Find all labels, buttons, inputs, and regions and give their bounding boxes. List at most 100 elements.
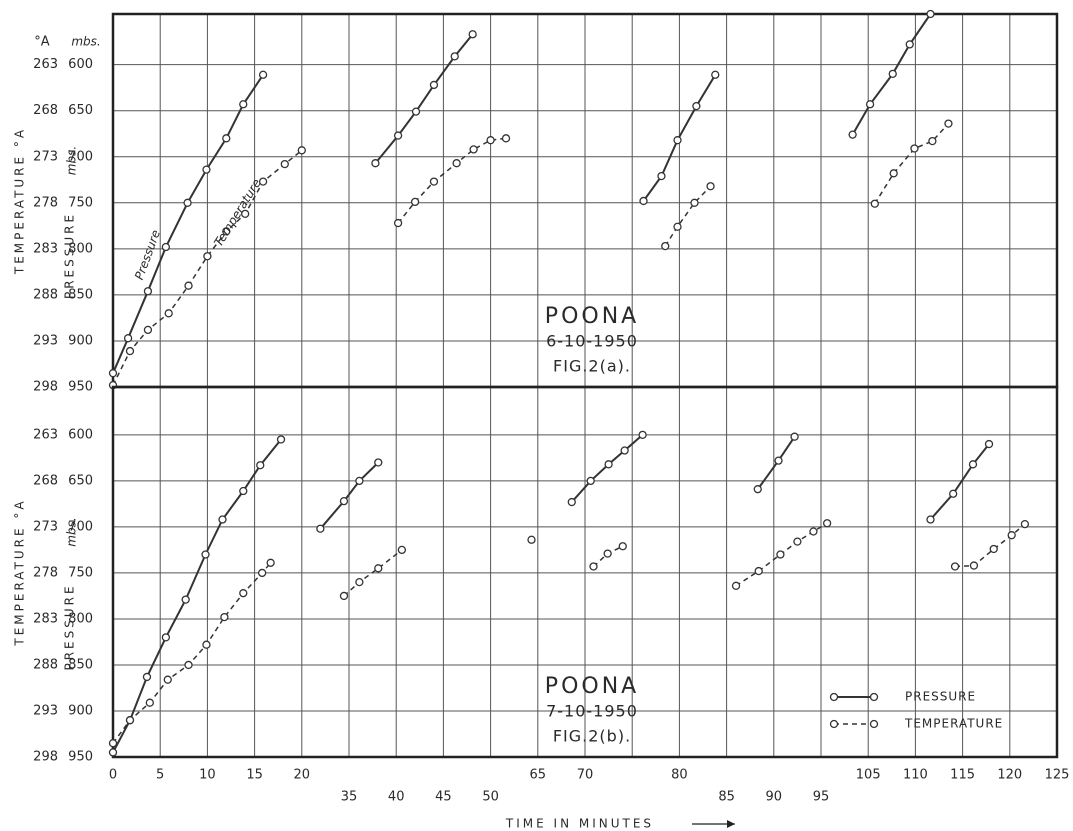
data-point: [241, 209, 250, 219]
y-tick-label: 750: [68, 195, 93, 210]
y-tick-label: 950: [68, 380, 93, 395]
data-point: [355, 577, 364, 587]
data-point: [888, 69, 897, 79]
data-point: [239, 486, 248, 496]
legend-label: PRESSURE: [905, 690, 976, 704]
data-point: [374, 458, 383, 467]
data-point: [910, 144, 919, 153]
data-point: [145, 698, 154, 707]
y2-tick-label: 268: [33, 473, 58, 488]
data-point: [220, 612, 229, 622]
figure-label: FIG.2(b).: [553, 727, 631, 746]
x-tick-label: 95: [813, 790, 830, 805]
series-line: [112, 13, 932, 374]
data-point: [258, 568, 267, 578]
x-tick-label: 0: [109, 768, 117, 783]
data-point: [657, 171, 666, 181]
y-tick-label: 950: [68, 750, 93, 765]
data-point: [905, 40, 914, 49]
x-tick-label: 40: [388, 790, 405, 805]
data-point: [161, 242, 171, 252]
y-tick-label: 900: [68, 333, 93, 348]
series-label: Temperature: [211, 176, 264, 249]
y2-tick-label: 268: [33, 103, 58, 118]
data-point: [371, 159, 380, 168]
data-point: [183, 198, 192, 207]
legend-marker: [869, 692, 879, 702]
data-point: [870, 199, 879, 208]
data-point: [297, 146, 306, 155]
data-point: [239, 589, 248, 598]
data-point: [258, 70, 268, 79]
data-point: [203, 252, 212, 261]
data-point: [355, 476, 364, 486]
data-point: [486, 136, 495, 145]
data-point: [202, 165, 211, 174]
x-tick-label: 120: [997, 768, 1022, 783]
y-axis-unit: mbs.: [65, 517, 79, 546]
data-point: [450, 52, 459, 61]
y2-tick-label: 293: [33, 703, 58, 718]
data-point: [944, 119, 953, 128]
data-point: [393, 218, 403, 228]
data-point: [527, 535, 536, 544]
data-point: [603, 549, 612, 558]
y-tick-label: 750: [68, 565, 93, 580]
y2-tick-label: 263: [33, 57, 58, 72]
x-tick-label: 65: [530, 768, 547, 783]
data-point: [258, 177, 268, 186]
y-axis-label: PRESSURE: [63, 212, 77, 299]
data-point: [711, 70, 720, 79]
data-point: [692, 101, 701, 111]
chart-subtitle: 7-10-1950: [546, 702, 638, 721]
data-point: [809, 527, 818, 536]
data-point: [143, 325, 153, 335]
x-tick-label: 125: [1045, 768, 1070, 783]
y2-tick-label: 263: [33, 427, 58, 442]
y-tick-label: 600: [68, 427, 93, 442]
data-point: [793, 537, 802, 546]
chart-title: POONA: [545, 304, 639, 329]
data-point: [639, 196, 648, 206]
data-point: [589, 562, 598, 571]
data-point: [753, 485, 762, 494]
x-tick-label: 110: [903, 768, 928, 783]
data-point: [754, 566, 763, 576]
data-point: [452, 159, 461, 168]
data-point: [567, 497, 576, 507]
x-tick-label: 70: [577, 768, 594, 783]
y2-tick-label: 288: [33, 287, 58, 302]
x-tick-label: 20: [294, 768, 311, 783]
data-point: [673, 222, 682, 231]
y2-tick-label: 283: [33, 241, 58, 256]
data-point: [1007, 531, 1016, 540]
y-tick-label: 700: [68, 149, 93, 164]
data-point: [201, 550, 210, 559]
data-point: [316, 524, 325, 533]
figure-label: FIG.2(a).: [553, 357, 631, 376]
data-point: [968, 460, 978, 469]
data-point: [706, 182, 715, 191]
y-tick-label: 650: [68, 473, 93, 488]
data-point: [774, 456, 783, 465]
x-tick-label: 50: [482, 790, 499, 805]
x-axis-label: TIME IN MINUTES: [505, 817, 654, 831]
data-point: [410, 197, 420, 207]
x-tick-label: 115: [950, 768, 975, 783]
data-point: [822, 519, 832, 528]
y2-tick-label: 273: [33, 519, 58, 534]
x-tick-label: 35: [341, 790, 358, 805]
data-point: [218, 515, 227, 524]
legend-marker: [829, 692, 839, 702]
y2-tick-label: 298: [33, 380, 58, 395]
data-point: [184, 660, 193, 670]
data-point: [889, 169, 898, 178]
y-tick-label: 850: [68, 657, 93, 672]
data-point: [926, 9, 935, 19]
y2-tick-label: 288: [33, 657, 58, 672]
data-point: [266, 558, 275, 567]
chart-title: POONA: [545, 674, 639, 699]
data-point: [586, 476, 595, 486]
y2-tick-label: 283: [33, 611, 58, 626]
